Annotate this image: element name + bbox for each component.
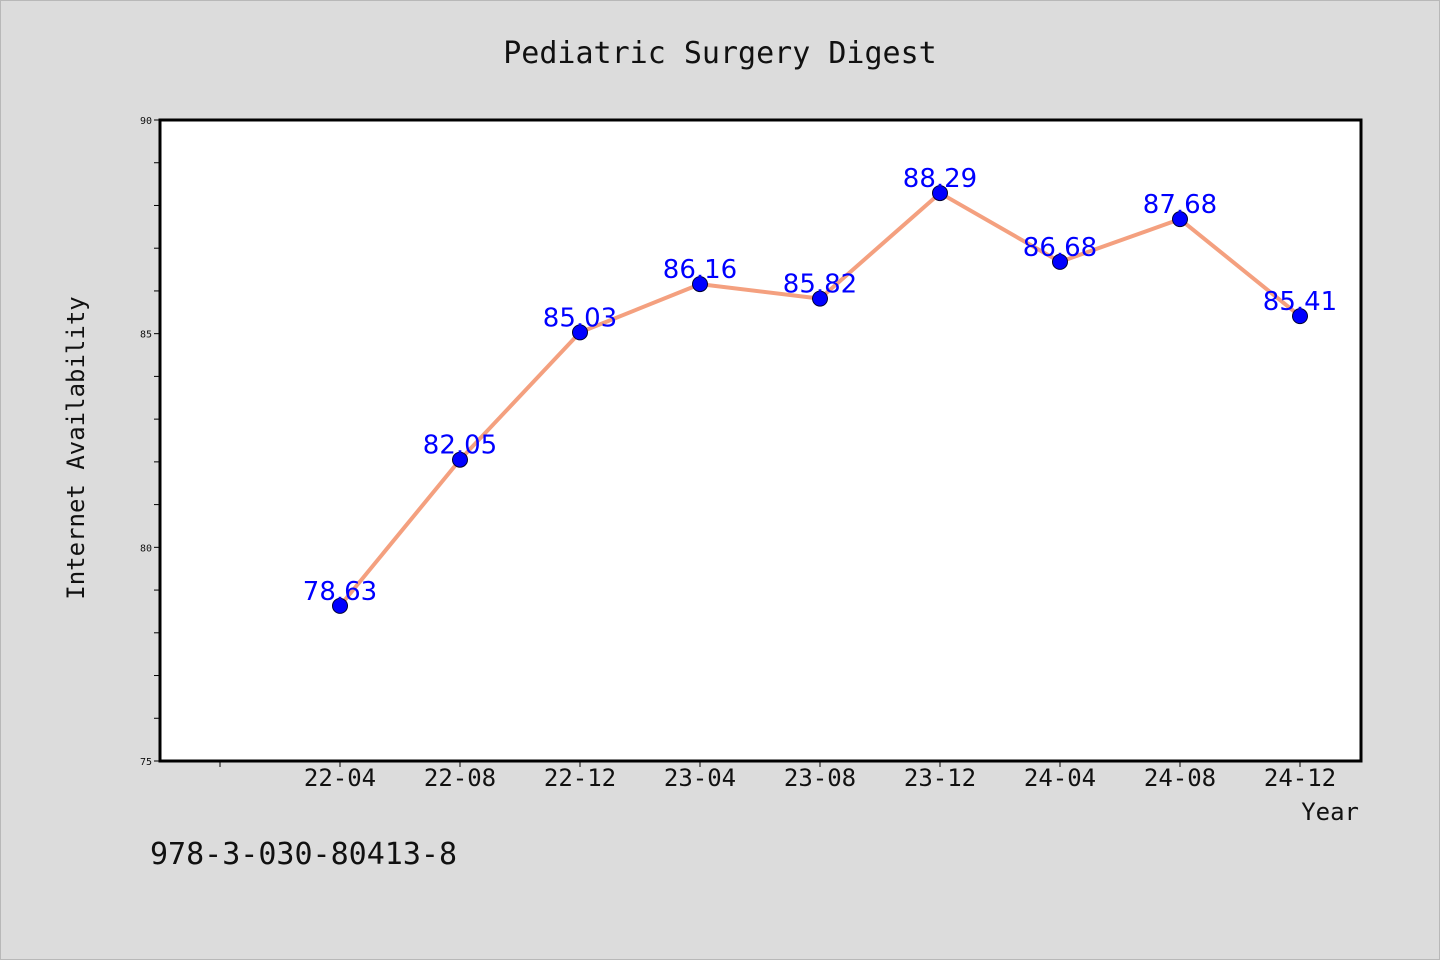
data-label: 85.41 — [1263, 287, 1337, 317]
x-axis-label: Year — [1301, 798, 1359, 826]
data-label: 86.68 — [1023, 233, 1097, 263]
data-point — [1172, 211, 1188, 228]
x-axis: 22-04 22-08 22-12 23-04 23-08 23-12 24-04 24-08… — [219, 761, 1336, 792]
data-label: 82.05 — [423, 431, 497, 461]
data-label: 85.03 — [543, 303, 617, 333]
data-point — [932, 185, 948, 202]
isbn-annotation: 978-3-030-80413-8 — [150, 837, 457, 872]
y-tick-label: 85 — [140, 330, 152, 341]
data-point — [572, 324, 588, 341]
x-tick-label: 22-12 — [544, 764, 616, 792]
x-tick-label: 22-08 — [424, 764, 496, 792]
data-point — [1052, 253, 1068, 270]
y-tick-label: 75 — [140, 757, 152, 768]
x-tick-label: 22-04 — [304, 764, 376, 792]
data-point — [452, 451, 468, 468]
data-markers — [332, 185, 1308, 614]
x-tick-label: 24-04 — [1024, 764, 1096, 792]
data-point — [332, 597, 348, 614]
x-tick-label: 24-08 — [1144, 764, 1216, 792]
data-label: 85.82 — [783, 270, 857, 300]
y-tick-label: 80 — [140, 543, 152, 554]
data-label: 78.63 — [303, 577, 377, 607]
x-tick-label: 23-04 — [664, 764, 736, 792]
data-label: 87.68 — [1143, 190, 1217, 220]
chart-title: Pediatric Surgery Digest — [503, 36, 936, 71]
x-tick-label: 23-12 — [904, 764, 976, 792]
data-label: 88.29 — [903, 164, 977, 194]
y-tick-label: 90 — [140, 116, 152, 127]
data-labels: 78.63 82.05 85.03 86.16 85.82 88.29 86.68 87.68… — [303, 164, 1337, 607]
data-point — [1292, 308, 1308, 325]
x-tick-label: 24-12 — [1264, 764, 1336, 792]
data-label: 86.16 — [663, 255, 737, 285]
y-axis-label: Internet Availability — [62, 296, 90, 599]
x-tick-label: 23-08 — [784, 764, 856, 792]
data-point — [812, 290, 828, 307]
y-axis: 75 80 85 90 — [140, 116, 160, 768]
data-point — [692, 276, 708, 293]
